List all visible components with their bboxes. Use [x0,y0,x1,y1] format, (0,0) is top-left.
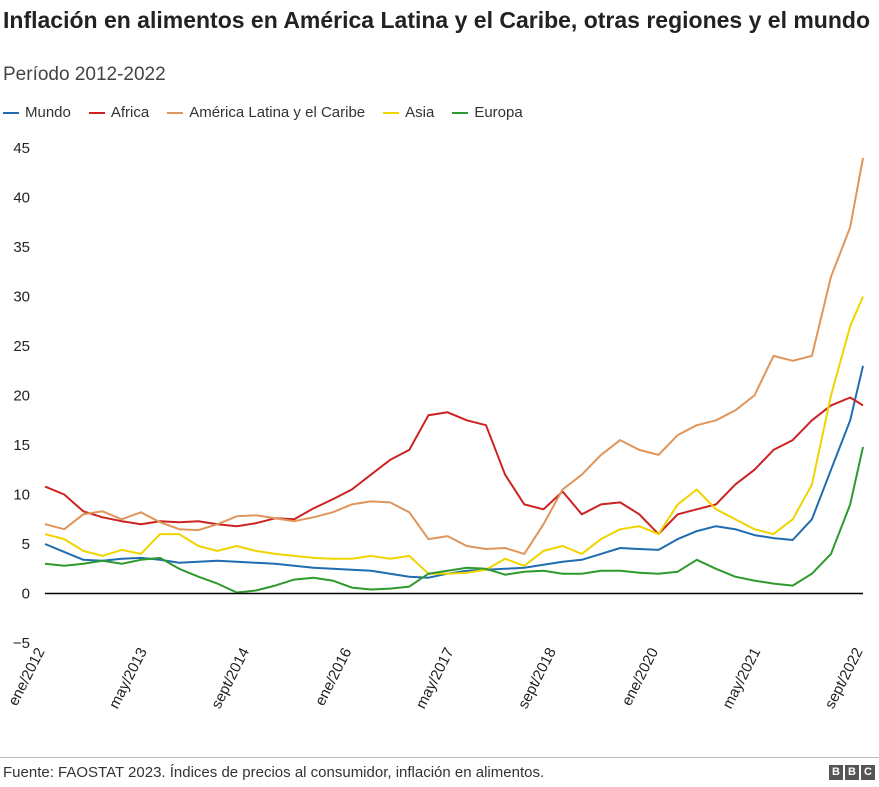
bbc-logo: B B C [829,765,875,780]
legend-item-america-latina: América Latina y el Caribe [167,104,365,121]
x-tick-label: may/2013 [106,645,151,711]
legend-item-asia: Asia [383,104,434,121]
series-line-mundo [44,365,864,579]
y-tick-label: 0 [22,586,30,603]
legend-swatch-asia [383,111,400,114]
legend-label-america-latina: América Latina y el Caribe [189,104,366,121]
legend-item-africa: Africa [88,104,150,121]
y-tick-label: 40 [13,190,30,207]
x-tick-label: sept/2018 [515,645,560,711]
footer-divider [0,757,879,758]
legend-label-africa: Africa [110,104,150,121]
legend-swatch-mundo [3,111,19,114]
legend-item-europa: Europa [452,104,523,121]
y-tick-label: 45 [13,140,30,157]
logo-letter-b2: B [845,765,859,780]
x-tick-label: ene/2012 [5,645,49,708]
series-line-europa [44,446,864,594]
x-tick-label: ene/2020 [619,645,663,708]
x-tick-label: may/2017 [413,645,458,711]
chart-subtitle: Período 2012-2022 [3,64,166,85]
logo-letter-b1: B [829,765,843,780]
x-tick-label: ene/2016 [312,645,356,708]
legend-label-asia: Asia [405,104,435,121]
chart-title: Inflación en alimentos en América Latina… [3,7,871,33]
y-tick-label: 25 [13,338,30,355]
series-line-africa [44,396,864,536]
y-tick-label: 35 [13,239,30,256]
legend-label-europa: Europa [474,104,523,121]
y-tick-label: 5 [22,536,30,553]
y-tick-label: 15 [13,437,30,454]
source-note: Fuente: FAOSTAT 2023. Índices de precios… [3,764,545,781]
series-line-asia [44,296,864,575]
x-tick-label: may/2021 [719,645,764,711]
series-line-am-rica-latina-y-el-caribe [44,157,864,555]
legend-swatch-europa [452,111,469,114]
y-tick-label: 30 [13,289,30,306]
logo-letter-c: C [861,765,875,780]
legend: Mundo Africa América Latina y el Caribe … [3,104,523,121]
legend-label-mundo: Mundo [25,104,71,121]
x-tick-label: sept/2022 [822,645,867,711]
legend-swatch-america-latina [167,111,184,114]
legend-item-mundo: Mundo [3,104,71,121]
x-tick-label: sept/2014 [208,645,253,711]
y-tick-label: 20 [13,388,30,405]
y-tick-label: −5 [13,635,30,652]
legend-swatch-africa [88,111,105,114]
y-tick-label: 10 [13,487,30,504]
